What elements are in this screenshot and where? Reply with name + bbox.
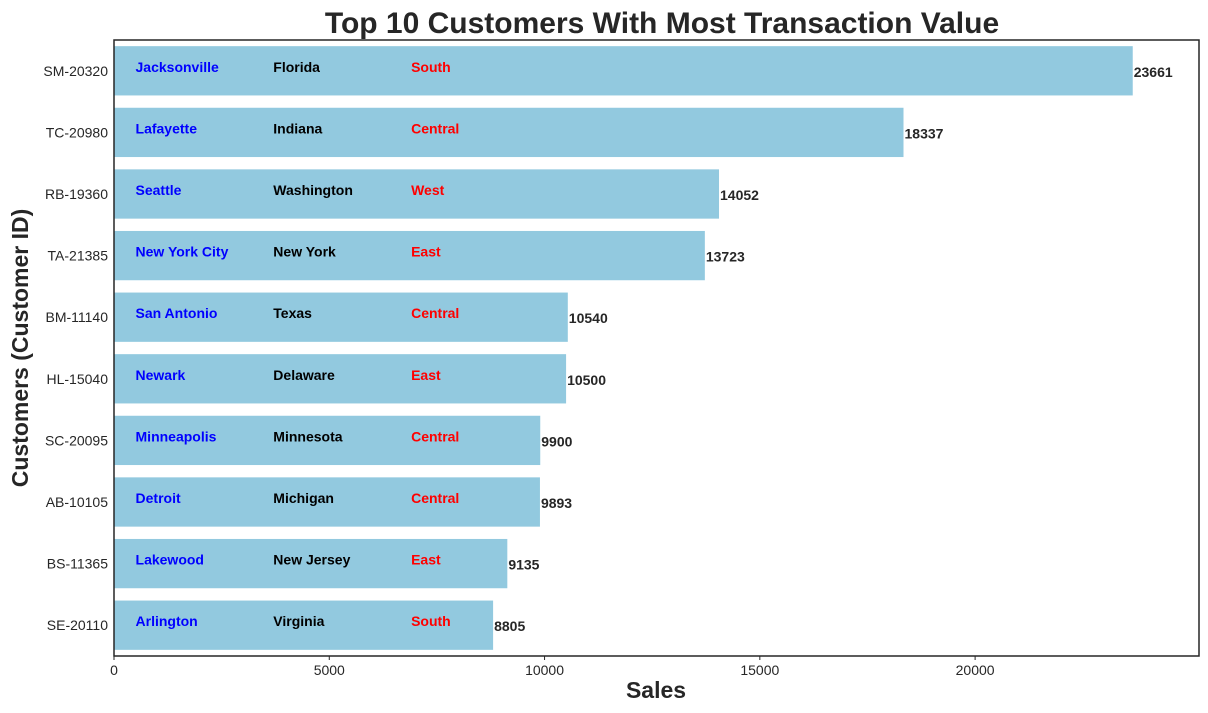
- bar-value-label: 14052: [720, 187, 759, 203]
- region-label: South: [411, 613, 451, 629]
- y-tick-label: RB-19360: [45, 186, 108, 202]
- y-tick-label: AB-10105: [46, 494, 108, 510]
- bar-value-label: 23661: [1134, 64, 1173, 80]
- region-label: East: [411, 244, 441, 260]
- bar: [114, 46, 1133, 96]
- bar: [114, 230, 705, 281]
- x-tick-label: 0: [110, 662, 118, 678]
- bar: [114, 538, 508, 589]
- bar: [114, 477, 540, 527]
- bar-value-label: 9900: [541, 433, 572, 449]
- region-label: Central: [411, 305, 459, 321]
- region-label: East: [411, 552, 441, 568]
- state-label: Minnesota: [273, 428, 342, 444]
- state-label: Florida: [273, 59, 320, 75]
- city-label: Lakewood: [136, 552, 204, 568]
- bar: [114, 600, 494, 650]
- city-label: Lafayette: [136, 120, 198, 136]
- bar-value-label: 18337: [905, 125, 944, 141]
- bar: [114, 169, 720, 219]
- value-labels-group: 23661 18337 14052 13723 10540 10500 9900 9893 91…: [494, 64, 1173, 634]
- y-tick-label: SE-20110: [47, 617, 108, 633]
- state-label: Texas: [273, 305, 312, 321]
- city-label: Newark: [136, 367, 186, 383]
- state-label: Delaware: [273, 367, 335, 383]
- state-label: Michigan: [273, 490, 334, 506]
- city-label: New York City: [136, 244, 229, 260]
- bar-value-label: 9135: [508, 557, 539, 573]
- bar-value-label: 13723: [706, 249, 745, 265]
- region-label: East: [411, 367, 441, 383]
- city-label: Arlington: [136, 613, 198, 629]
- bars-group: [114, 46, 1133, 650]
- y-tick-label: SM-20320: [43, 63, 108, 79]
- city-label: Detroit: [136, 490, 181, 506]
- city-label: San Antonio: [136, 305, 218, 321]
- city-label: Minneapolis: [136, 428, 217, 444]
- region-label: Central: [411, 120, 459, 136]
- x-tick-label: 15000: [740, 662, 779, 678]
- bar: [114, 292, 568, 342]
- state-label: Washington: [273, 182, 353, 198]
- bar-value-label: 9893: [541, 495, 572, 511]
- y-tick-label: BS-11365: [47, 556, 108, 572]
- y-tick-label: HL-15040: [47, 371, 109, 387]
- state-label: New Jersey: [273, 552, 350, 568]
- y-tick-label: TA-21385: [48, 248, 109, 264]
- bar-value-label: 10500: [567, 372, 606, 388]
- bar: [114, 107, 904, 158]
- state-label: New York: [273, 244, 336, 260]
- bar-value-label: 8805: [494, 618, 525, 634]
- state-label: Indiana: [273, 120, 322, 136]
- region-label: South: [411, 59, 451, 75]
- region-label: West: [411, 182, 445, 198]
- y-tick-label: TC-20980: [46, 124, 108, 140]
- city-label: Seattle: [136, 182, 182, 198]
- y-axis-label: Customers (Customer ID): [7, 209, 33, 488]
- x-tick-label: 20000: [956, 662, 995, 678]
- bar: [114, 354, 567, 404]
- bar: [114, 415, 541, 466]
- x-tick-labels-group: 0 5000 10000 15000 20000: [110, 656, 995, 678]
- x-tick-label: 10000: [525, 662, 564, 678]
- city-label: Jacksonville: [136, 59, 219, 75]
- x-tick-label: 5000: [314, 662, 345, 678]
- region-label: Central: [411, 490, 459, 506]
- x-axis-label: Sales: [626, 677, 686, 703]
- annotations-group: Jacksonville Florida South Lafayette Indiana…: [136, 59, 460, 629]
- y-tick-label: BM-11140: [45, 309, 108, 325]
- y-tick-labels-group: SM-20320 TC-20980 RB-19360 TA-21385 BM-11140…: [43, 63, 108, 633]
- chart-title: Top 10 Customers With Most Transaction V…: [325, 7, 999, 40]
- plot-frame: [113, 39, 1200, 657]
- state-label: Virginia: [273, 613, 324, 629]
- bar-value-label: 10540: [569, 310, 608, 326]
- region-label: Central: [411, 428, 459, 444]
- y-tick-label: SC-20095: [45, 432, 108, 448]
